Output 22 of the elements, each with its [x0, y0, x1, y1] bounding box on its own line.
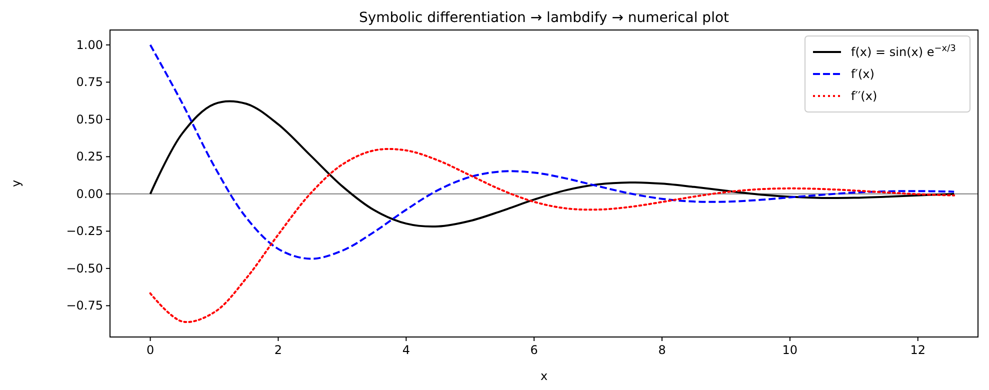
legend-label: f(x) = sin(x) e$^{−x/3}$	[851, 44, 956, 59]
y-tick-label: 1.00	[76, 38, 103, 52]
y-tick-label: −0.75	[66, 298, 103, 313]
x-tick-label: 2	[274, 343, 282, 357]
y-tick-label: 0.00	[76, 186, 103, 201]
y-tick-label: 0.25	[76, 150, 103, 164]
y-tick-label: 0.75	[76, 75, 103, 90]
legend-label: f′′(x)	[851, 89, 878, 103]
x-tick-label: 12	[910, 343, 926, 357]
x-tick-label: 4	[402, 343, 410, 357]
x-tick-label: 8	[658, 343, 666, 357]
x-tick-label: 6	[530, 343, 538, 357]
x-axis-title: x	[540, 369, 548, 383]
x-tick-label: 0	[146, 343, 154, 357]
y-axis-title: y	[9, 180, 23, 188]
y-tick-label: 0.50	[76, 112, 103, 126]
y-tick-label: −0.25	[66, 224, 103, 238]
y-tick-label: −0.50	[66, 261, 103, 276]
line-series	[149, 44, 956, 260]
legend-label: f′(x)	[851, 67, 874, 81]
chart-title: Symbolic differentiation → lambdify → numerical plot	[358, 10, 730, 26]
x-tick-label: 10	[782, 343, 798, 357]
